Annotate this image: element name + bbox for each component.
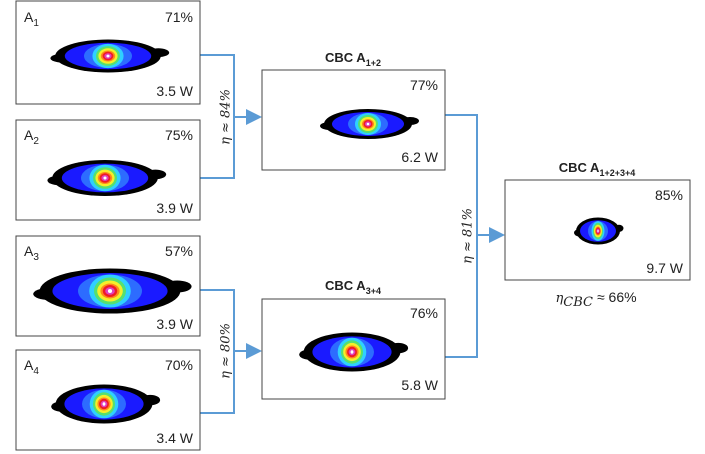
beam-label: A2 (24, 127, 39, 147)
combined-panel: CBC A1+2 77% 6.2 W (261, 50, 446, 171)
efficiency: 76% (410, 305, 438, 321)
power: 3.4 W (156, 430, 193, 446)
input-panel: A4 70% 3.4 W (15, 349, 201, 451)
beam-label: A1 (24, 9, 39, 29)
panel-title: CBC A3+4 (325, 278, 381, 296)
efficiency: 75% (165, 127, 193, 143)
efficiency: 57% (165, 243, 193, 259)
efficiency: 85% (655, 187, 683, 203)
power: 3.9 W (156, 200, 193, 216)
input-panel: A2 75% 3.9 W (15, 119, 201, 221)
stage-efficiency: η ≈ 81% (461, 208, 476, 264)
overall-efficiency: ηCBC ≈ 66% (555, 289, 636, 310)
efficiency: 70% (165, 357, 193, 373)
power: 9.7 W (646, 260, 683, 276)
beam-label: A4 (24, 357, 39, 377)
input-panel: A1 71% 3.5 W (15, 0, 201, 105)
stage-efficiency: η ≈ 84% (219, 89, 234, 145)
beam-label: A3 (24, 243, 39, 263)
combined-panel: CBC A1+2+3+4 85% 9.7 W (504, 160, 691, 281)
stage-efficiency: η ≈ 80% (219, 323, 234, 379)
power: 5.8 W (401, 377, 438, 393)
combined-panel: CBC A3+4 76% 5.8 W (261, 278, 446, 400)
efficiency: 77% (410, 77, 438, 93)
panel-title: CBC A1+2 (325, 50, 381, 68)
efficiency: 71% (165, 9, 193, 25)
power: 6.2 W (401, 149, 438, 165)
panel-title: CBC A1+2+3+4 (559, 160, 635, 178)
power: 3.9 W (156, 316, 193, 332)
input-panel: A3 57% 3.9 W (15, 235, 201, 337)
power: 3.5 W (156, 83, 193, 99)
